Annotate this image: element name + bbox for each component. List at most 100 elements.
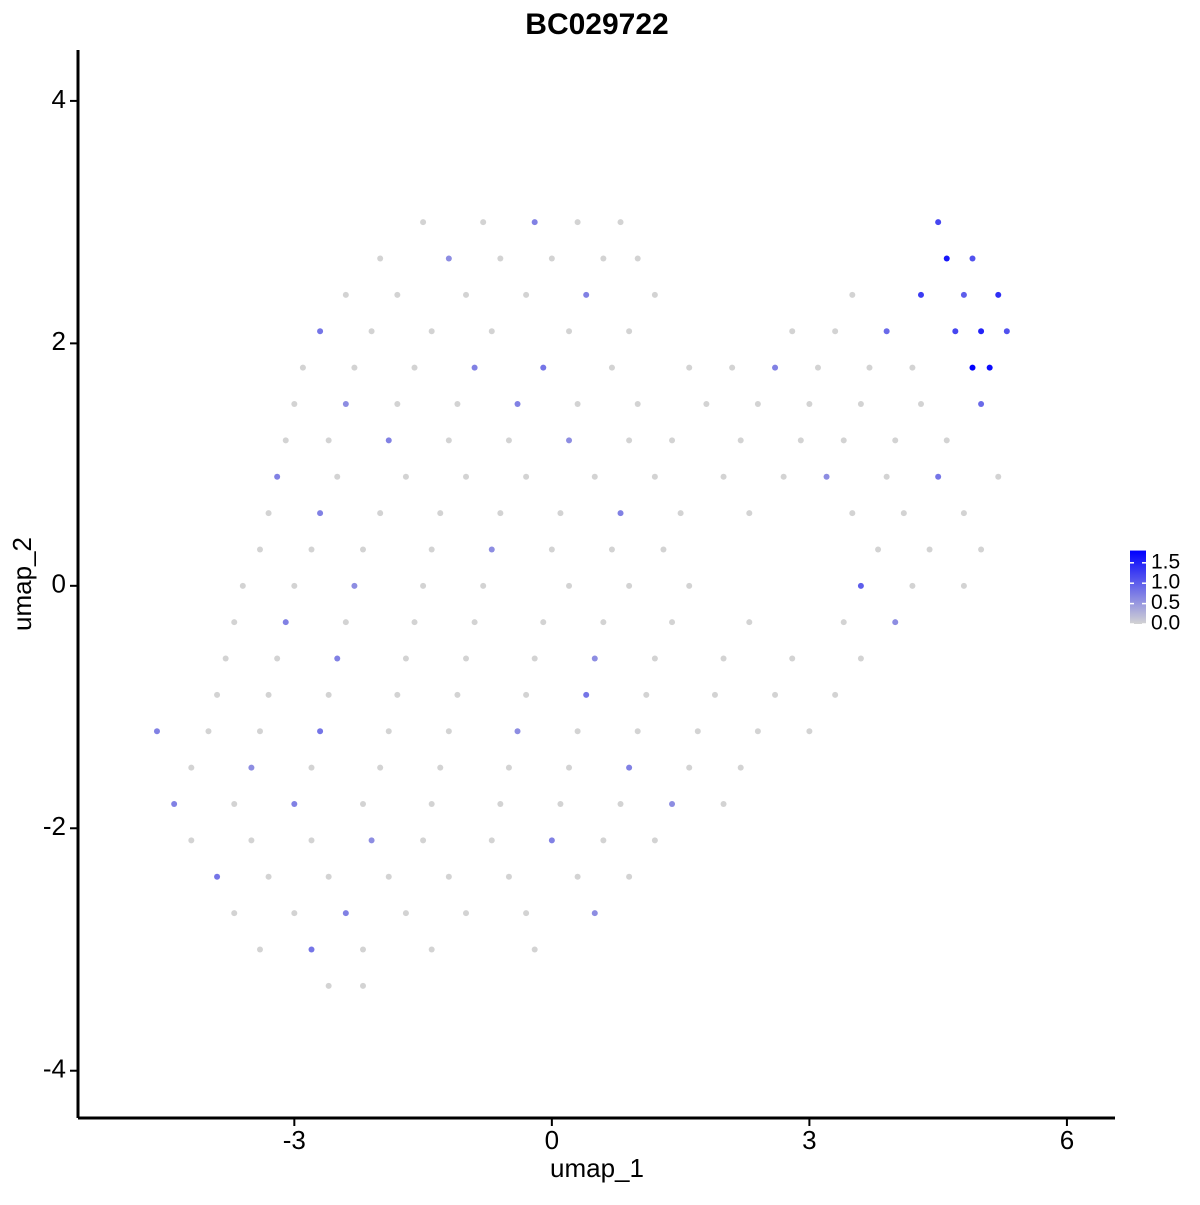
point (428, 946, 435, 953)
point (445, 255, 452, 262)
point (600, 619, 607, 626)
point (960, 291, 967, 298)
point (325, 691, 332, 698)
point (789, 328, 796, 335)
point (574, 400, 581, 407)
point (626, 582, 633, 589)
point (737, 764, 744, 771)
point (445, 728, 452, 735)
point (591, 910, 598, 917)
point (256, 946, 263, 953)
point (917, 400, 924, 407)
point (995, 291, 1002, 298)
point (634, 255, 641, 262)
chart-title: BC029722 (525, 8, 668, 41)
point (857, 655, 864, 662)
point (634, 400, 641, 407)
point (995, 473, 1002, 480)
point (291, 400, 298, 407)
point (454, 691, 461, 698)
y-tick-label: -4 (43, 1054, 66, 1084)
point (248, 764, 255, 771)
point (574, 219, 581, 226)
point (969, 255, 976, 262)
point (325, 982, 332, 989)
point (883, 328, 890, 335)
x-tick-label: 6 (1060, 1125, 1074, 1155)
point (617, 801, 624, 808)
point (514, 728, 521, 735)
point (428, 801, 435, 808)
point (420, 219, 427, 226)
point (909, 582, 916, 589)
point (445, 437, 452, 444)
point (660, 546, 667, 553)
point (248, 837, 255, 844)
point (711, 691, 718, 698)
point (428, 546, 435, 553)
point (548, 837, 555, 844)
point (737, 437, 744, 444)
point (153, 728, 160, 735)
point (342, 910, 349, 917)
point (454, 400, 461, 407)
point (669, 801, 676, 808)
point (463, 473, 470, 480)
point (505, 873, 512, 880)
point (883, 473, 890, 480)
point (634, 728, 641, 735)
point (917, 291, 924, 298)
point (651, 291, 658, 298)
point (488, 837, 495, 844)
point (505, 437, 512, 444)
point (857, 400, 864, 407)
point (651, 837, 658, 844)
colorbar-label: 0.5 (1151, 591, 1180, 614)
point (463, 910, 470, 917)
point (463, 655, 470, 662)
point (480, 582, 487, 589)
point (626, 437, 633, 444)
colorbar-label: 1.5 (1151, 550, 1180, 573)
x-tick-label: 0 (545, 1125, 559, 1155)
point (188, 837, 195, 844)
point (351, 582, 358, 589)
point (548, 546, 555, 553)
point (385, 873, 392, 880)
point (892, 619, 899, 626)
point (368, 837, 375, 844)
point (325, 437, 332, 444)
point (523, 473, 530, 480)
point (540, 619, 547, 626)
colorbar-label: 1.0 (1151, 571, 1180, 594)
point (342, 619, 349, 626)
point (797, 437, 804, 444)
point (325, 873, 332, 880)
point (497, 255, 504, 262)
point (935, 473, 942, 480)
point (960, 510, 967, 517)
point (488, 328, 495, 335)
point (214, 691, 221, 698)
point (978, 400, 985, 407)
point (729, 364, 736, 371)
y-tick-label: -2 (43, 811, 66, 841)
point (411, 364, 418, 371)
point (239, 582, 246, 589)
y-tick-label: 2 (52, 326, 66, 356)
point (840, 437, 847, 444)
point (471, 619, 478, 626)
point (471, 364, 478, 371)
point (608, 364, 615, 371)
point (377, 510, 384, 517)
point (531, 219, 538, 226)
point (814, 364, 821, 371)
point (754, 728, 761, 735)
x-axis-label: umap_1 (550, 1153, 644, 1183)
point (531, 655, 538, 662)
point (523, 291, 530, 298)
point (686, 764, 693, 771)
point (523, 910, 530, 917)
point (445, 873, 452, 880)
